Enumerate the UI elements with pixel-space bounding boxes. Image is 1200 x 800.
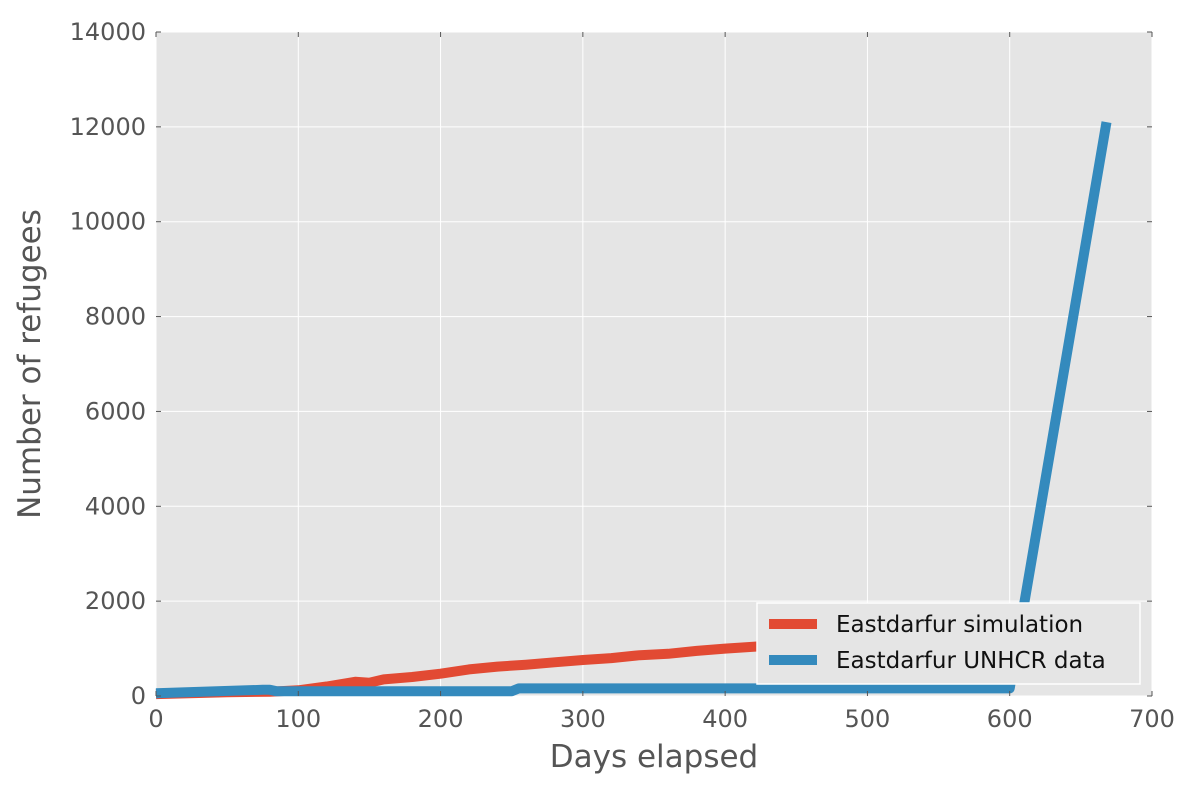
axis-ticks: [155, 31, 1153, 697]
legend: Eastdarfur simulation Eastdarfur UNHCR d…: [756, 602, 1141, 685]
plot-background: [156, 32, 1152, 696]
x-tick-label: 500: [845, 705, 891, 733]
y-tick-label: 6000: [85, 397, 146, 425]
x-tick-label: 100: [275, 705, 321, 733]
x-tick-label: 200: [418, 705, 464, 733]
legend-label-simulation: Eastdarfur simulation: [836, 612, 1083, 638]
legend-label-unhcr: Eastdarfur UNHCR data: [836, 648, 1106, 674]
y-tick-label: 4000: [85, 492, 146, 520]
series-layer: [155, 121, 1112, 700]
y-tick-label: 0: [131, 682, 146, 710]
grid-lines: [155, 31, 1153, 697]
y-tick-labels: 0 2000 4000 6000 8000 10000 12000 14000: [70, 18, 146, 710]
x-tick-labels: 0 100 200 300 400 500 600 700: [148, 705, 1175, 733]
y-tick-label: 8000: [85, 303, 146, 331]
x-tick-label: 300: [560, 705, 606, 733]
y-tick-label: 10000: [70, 208, 146, 236]
y-tick-label: 2000: [85, 587, 146, 615]
y-tick-label: 12000: [70, 113, 146, 141]
x-tick-label: 600: [987, 705, 1033, 733]
x-axis-label: Days elapsed: [550, 739, 758, 775]
x-tick-label: 0: [148, 705, 163, 733]
series-line-unhcr: [155, 121, 1112, 699]
y-axis-label: Number of refugees: [12, 209, 48, 519]
x-tick-label: 400: [702, 705, 748, 733]
legend-box: [756, 602, 1141, 685]
x-tick-label: 700: [1129, 705, 1175, 733]
y-tick-label: 14000: [70, 18, 146, 46]
